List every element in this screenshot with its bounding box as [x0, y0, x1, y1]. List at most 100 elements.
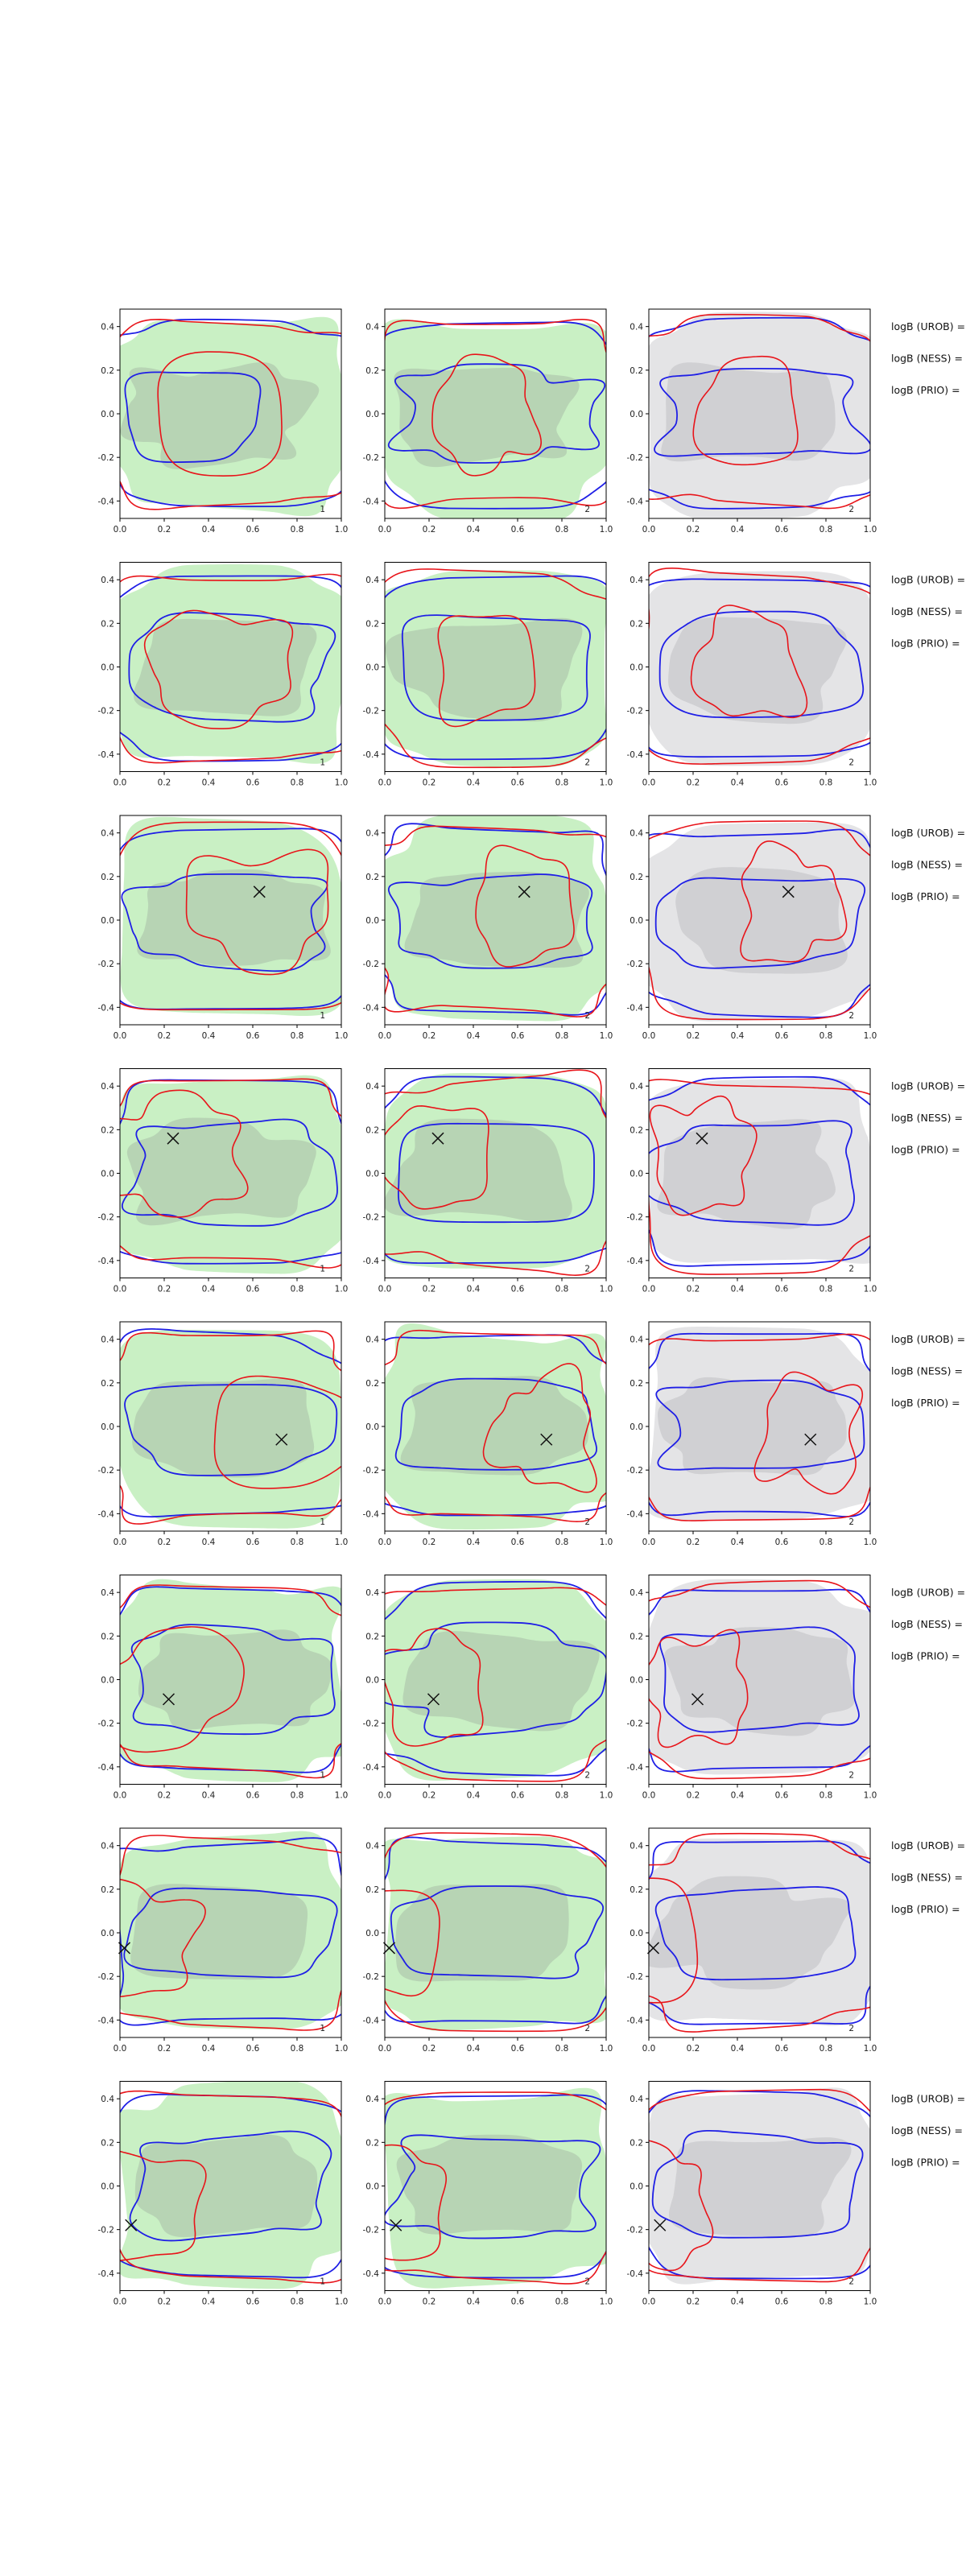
- side-label-2: logB (NESS) =: [891, 353, 963, 365]
- y-tick-label: -0.2: [98, 960, 115, 969]
- x-tick-label: 0.6: [511, 1285, 525, 1294]
- x-tick-label: 0.2: [687, 778, 700, 788]
- x-marker: [125, 2219, 138, 2231]
- y-tick-label: 0.2: [365, 873, 379, 882]
- red-contour-outer: [120, 821, 341, 1011]
- x-tick-label: 0.4: [467, 1285, 481, 1294]
- plot-area: [385, 1579, 606, 1782]
- x-tick-label: 0.0: [114, 778, 127, 788]
- x-tick-label: 0.0: [114, 525, 127, 535]
- density-inner-fill: [395, 1884, 569, 1982]
- y-tick-label: -0.4: [363, 2269, 380, 2279]
- side-label-1: logB (UROB) =: [891, 1839, 965, 1852]
- density-inner-fill: [134, 2134, 318, 2238]
- density-inner-fill: [657, 1119, 836, 1229]
- panel-label: 2: [848, 1771, 854, 1781]
- x-tick-label: 1.0: [600, 1791, 613, 1801]
- red-contour-outer: [120, 1584, 341, 1779]
- x-tick-label: 0.6: [246, 1031, 260, 1041]
- panel-r2-c1: 0.0 0.2 0.4 0.6 0.8 1.0 0.4 0.2 0.0 -0.2 -0.4 1: [98, 562, 348, 788]
- y-tick-label: -0.4: [98, 1003, 115, 1013]
- red-contour-inner: [475, 844, 575, 968]
- red-contour-inner: [649, 1095, 758, 1216]
- x-tick-label: 0.0: [642, 1791, 656, 1801]
- density-inner-fill: [126, 1117, 316, 1226]
- y-tick-label: 0.4: [365, 1588, 379, 1598]
- red-contour-inner: [649, 1877, 699, 2004]
- panel-r5-c3: 0.0 0.2 0.4 0.6 0.8 1.0 0.4 0.2 0.0 -0.2 -0.4 2: [627, 1321, 877, 1547]
- panel-r8-c2: 0.0 0.2 0.4 0.6 0.8 1.0 0.4 0.2 0.0 -0.2 -0.4 2: [363, 2081, 613, 2307]
- blue-contour-inner: [654, 1886, 857, 1981]
- y-tick-label: -0.2: [363, 960, 380, 969]
- y-tick-label: 0.4: [630, 829, 643, 839]
- y-tick-label: -0.2: [627, 1972, 644, 1982]
- y-tick-label: 0.0: [101, 663, 114, 673]
- x-tick-label: 0.6: [246, 778, 260, 788]
- panel-r2-c3: 0.0 0.2 0.4 0.6 0.8 1.0 0.4 0.2 0.0 -0.2 -0.4 2: [627, 562, 877, 788]
- red-contour-outer: [649, 568, 870, 765]
- plot-area: [649, 2087, 870, 2285]
- y-tick-label: 0.2: [365, 1125, 379, 1135]
- y-tick-label: -0.2: [363, 1213, 380, 1223]
- y-tick-label: -0.4: [98, 1763, 115, 1773]
- y-tick-label: 0.2: [630, 619, 643, 629]
- side-label-2: logB (NESS) =: [891, 1872, 963, 1884]
- blue-contour-inner: [385, 1621, 606, 1738]
- x-tick-label: 0.6: [775, 525, 789, 535]
- y-tick-label: -0.4: [363, 1509, 380, 1519]
- x-tick-label: 0.8: [555, 1285, 569, 1294]
- x-tick-label: 0.8: [819, 2297, 833, 2307]
- x-tick-label: 0.8: [819, 1285, 833, 1294]
- red-contour-inner: [143, 609, 294, 730]
- x-tick-label: 0.0: [642, 1538, 656, 1547]
- red-contour-inner: [482, 1363, 597, 1493]
- red-contour-inner: [120, 1878, 206, 1998]
- density-inner-fill: [664, 1627, 855, 1736]
- side-label-3: logB (PRIO) =: [891, 1650, 960, 1662]
- panel-label: 1: [320, 758, 325, 768]
- x-tick-label: 0.4: [731, 1031, 745, 1041]
- y-tick-label: -0.2: [627, 2226, 644, 2235]
- y-tick-label: 0.4: [365, 1082, 379, 1092]
- panel-r6-c2: 0.0 0.2 0.4 0.6 0.8 1.0 0.4 0.2 0.0 -0.2 -0.4 2: [363, 1575, 613, 1801]
- red-contour-outer: [649, 313, 870, 510]
- y-tick-label: -0.4: [363, 1003, 380, 1013]
- y-tick-label: -0.2: [98, 707, 115, 716]
- panel-label: 1: [320, 2277, 325, 2287]
- x-tick-label: 0.4: [467, 2297, 481, 2307]
- x-tick-label: 0.2: [423, 1285, 436, 1294]
- panel-label: 2: [584, 1517, 590, 1527]
- x-tick-label: 0.2: [687, 2044, 700, 2054]
- x-tick-label: 0.6: [511, 778, 525, 788]
- x-tick-label: 0.0: [378, 778, 392, 788]
- x-tick-label: 0.0: [378, 1285, 392, 1294]
- x-tick-label: 0.6: [246, 1285, 260, 1294]
- side-label-1: logB (UROB) =: [891, 574, 965, 586]
- blue-contour-outer: [649, 578, 870, 758]
- x-tick-label: 0.6: [511, 1791, 525, 1801]
- blue-contour-inner: [655, 1379, 865, 1471]
- blue-contour-outer: [649, 1840, 870, 2025]
- panel-label: 1: [320, 1011, 325, 1021]
- panel-r3-c2: 0.0 0.2 0.4 0.6 0.8 1.0 0.4 0.2 0.0 -0.2 -0.4 2: [363, 815, 613, 1041]
- x-marker: [540, 1433, 553, 1446]
- blue-contour-outer: [385, 2094, 606, 2279]
- x-tick-label: 0.6: [775, 2044, 789, 2054]
- y-tick-label: 0.2: [630, 366, 643, 376]
- panel-label: 2: [584, 2024, 590, 2033]
- panel-label: 2: [584, 505, 590, 514]
- red-contour-inner: [649, 1629, 749, 1748]
- x-tick-label: 0.2: [423, 1538, 436, 1547]
- red-contour-outer: [120, 573, 341, 764]
- density-inner-fill: [138, 1629, 332, 1730]
- red-contour-inner: [690, 605, 808, 719]
- panel-label: 1: [320, 1517, 325, 1527]
- y-tick-label: 0.4: [630, 1082, 643, 1092]
- y-tick-label: 0.0: [365, 1170, 379, 1179]
- x-tick-label: 0.0: [642, 778, 656, 788]
- x-tick-label: 0.4: [731, 525, 745, 535]
- x-tick-label: 0.6: [246, 2297, 260, 2307]
- x-tick-label: 0.2: [687, 1285, 700, 1294]
- x-tick-label: 1.0: [864, 1285, 877, 1294]
- y-tick-label: 0.0: [630, 1929, 643, 1938]
